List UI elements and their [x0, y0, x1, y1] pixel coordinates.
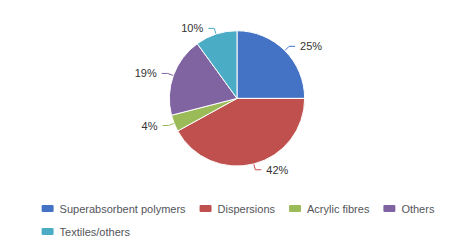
svg-text:Dispersions: Dispersions: [218, 203, 276, 215]
svg-text:Others: Others: [401, 203, 435, 215]
svg-text:19%: 19%: [135, 67, 157, 79]
svg-text:4%: 4%: [142, 120, 158, 132]
svg-text:Acrylic fibres: Acrylic fibres: [307, 203, 370, 215]
svg-text:Textiles/others: Textiles/others: [60, 226, 131, 238]
svg-text:42%: 42%: [266, 164, 288, 176]
svg-text:Superabsorbent polymers: Superabsorbent polymers: [60, 203, 186, 215]
svg-text:10%: 10%: [181, 22, 203, 34]
svg-text:25%: 25%: [300, 40, 322, 52]
